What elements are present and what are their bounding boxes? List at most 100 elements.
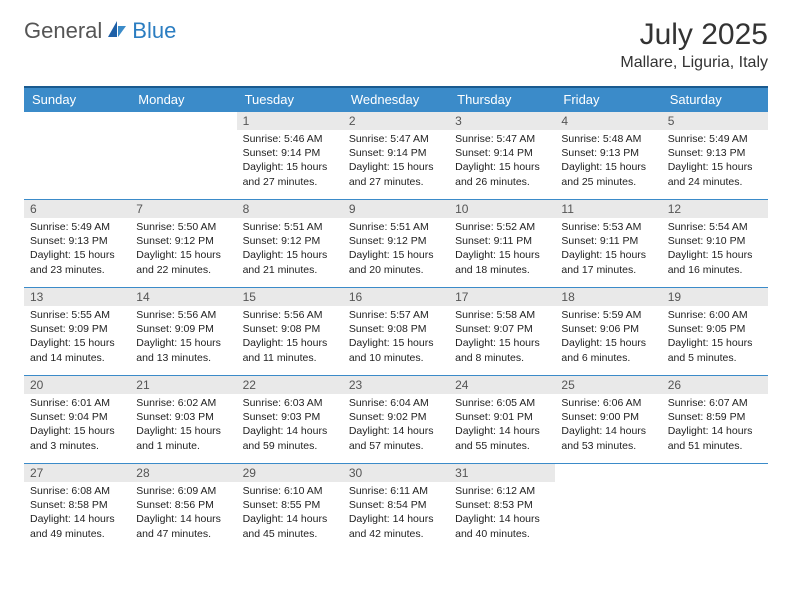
day-number: 5 xyxy=(662,112,768,130)
calendar-cell: 31Sunrise: 6:12 AMSunset: 8:53 PMDayligh… xyxy=(449,464,555,552)
day-number: 15 xyxy=(237,288,343,306)
day-number: 16 xyxy=(343,288,449,306)
day-header: Sunday xyxy=(24,87,130,112)
day-content: Sunrise: 6:07 AMSunset: 8:59 PMDaylight:… xyxy=(662,394,768,457)
calendar-week-row: 1Sunrise: 5:46 AMSunset: 9:14 PMDaylight… xyxy=(24,112,768,200)
calendar-cell: 26Sunrise: 6:07 AMSunset: 8:59 PMDayligh… xyxy=(662,376,768,464)
calendar-week-row: 20Sunrise: 6:01 AMSunset: 9:04 PMDayligh… xyxy=(24,376,768,464)
calendar-cell: 12Sunrise: 5:54 AMSunset: 9:10 PMDayligh… xyxy=(662,200,768,288)
day-content: Sunrise: 5:54 AMSunset: 9:10 PMDaylight:… xyxy=(662,218,768,281)
calendar-cell xyxy=(130,112,236,200)
calendar-cell: 21Sunrise: 6:02 AMSunset: 9:03 PMDayligh… xyxy=(130,376,236,464)
day-content: Sunrise: 6:11 AMSunset: 8:54 PMDaylight:… xyxy=(343,482,449,545)
day-number: 4 xyxy=(555,112,661,130)
calendar-cell: 27Sunrise: 6:08 AMSunset: 8:58 PMDayligh… xyxy=(24,464,130,552)
day-number: 20 xyxy=(24,376,130,394)
calendar-cell: 16Sunrise: 5:57 AMSunset: 9:08 PMDayligh… xyxy=(343,288,449,376)
day-number: 8 xyxy=(237,200,343,218)
calendar-cell: 1Sunrise: 5:46 AMSunset: 9:14 PMDaylight… xyxy=(237,112,343,200)
calendar-cell xyxy=(555,464,661,552)
logo-text-general: General xyxy=(24,18,102,44)
day-header: Friday xyxy=(555,87,661,112)
day-number: 1 xyxy=(237,112,343,130)
day-number: 6 xyxy=(24,200,130,218)
day-content: Sunrise: 5:55 AMSunset: 9:09 PMDaylight:… xyxy=(24,306,130,369)
header: General Blue July 2025 Mallare, Liguria,… xyxy=(24,18,768,72)
logo: General Blue xyxy=(24,18,176,44)
calendar-cell: 7Sunrise: 5:50 AMSunset: 9:12 PMDaylight… xyxy=(130,200,236,288)
day-content: Sunrise: 6:02 AMSunset: 9:03 PMDaylight:… xyxy=(130,394,236,457)
calendar-week-row: 6Sunrise: 5:49 AMSunset: 9:13 PMDaylight… xyxy=(24,200,768,288)
location-text: Mallare, Liguria, Italy xyxy=(620,54,768,72)
day-number: 9 xyxy=(343,200,449,218)
day-content: Sunrise: 6:12 AMSunset: 8:53 PMDaylight:… xyxy=(449,482,555,545)
day-content: Sunrise: 5:46 AMSunset: 9:14 PMDaylight:… xyxy=(237,130,343,193)
day-number: 28 xyxy=(130,464,236,482)
day-content: Sunrise: 5:47 AMSunset: 9:14 PMDaylight:… xyxy=(343,130,449,193)
calendar-cell xyxy=(24,112,130,200)
calendar-cell: 9Sunrise: 5:51 AMSunset: 9:12 PMDaylight… xyxy=(343,200,449,288)
month-title: July 2025 xyxy=(620,18,768,52)
calendar-cell: 4Sunrise: 5:48 AMSunset: 9:13 PMDaylight… xyxy=(555,112,661,200)
day-content: Sunrise: 5:53 AMSunset: 9:11 PMDaylight:… xyxy=(555,218,661,281)
calendar-cell: 22Sunrise: 6:03 AMSunset: 9:03 PMDayligh… xyxy=(237,376,343,464)
day-content: Sunrise: 6:01 AMSunset: 9:04 PMDaylight:… xyxy=(24,394,130,457)
day-number: 14 xyxy=(130,288,236,306)
day-number: 23 xyxy=(343,376,449,394)
day-header: Thursday xyxy=(449,87,555,112)
day-content: Sunrise: 6:08 AMSunset: 8:58 PMDaylight:… xyxy=(24,482,130,545)
calendar-cell: 18Sunrise: 5:59 AMSunset: 9:06 PMDayligh… xyxy=(555,288,661,376)
day-number: 21 xyxy=(130,376,236,394)
calendar-cell: 29Sunrise: 6:10 AMSunset: 8:55 PMDayligh… xyxy=(237,464,343,552)
day-number: 10 xyxy=(449,200,555,218)
calendar-cell: 5Sunrise: 5:49 AMSunset: 9:13 PMDaylight… xyxy=(662,112,768,200)
calendar-cell: 15Sunrise: 5:56 AMSunset: 9:08 PMDayligh… xyxy=(237,288,343,376)
calendar-cell: 24Sunrise: 6:05 AMSunset: 9:01 PMDayligh… xyxy=(449,376,555,464)
day-number: 30 xyxy=(343,464,449,482)
day-content: Sunrise: 5:58 AMSunset: 9:07 PMDaylight:… xyxy=(449,306,555,369)
calendar-cell: 20Sunrise: 6:01 AMSunset: 9:04 PMDayligh… xyxy=(24,376,130,464)
day-number: 29 xyxy=(237,464,343,482)
calendar-cell: 3Sunrise: 5:47 AMSunset: 9:14 PMDaylight… xyxy=(449,112,555,200)
logo-sail-icon xyxy=(106,19,128,44)
logo-text-blue: Blue xyxy=(132,18,176,44)
day-number: 11 xyxy=(555,200,661,218)
calendar-week-row: 27Sunrise: 6:08 AMSunset: 8:58 PMDayligh… xyxy=(24,464,768,552)
day-number: 31 xyxy=(449,464,555,482)
day-number: 3 xyxy=(449,112,555,130)
day-number: 25 xyxy=(555,376,661,394)
calendar-cell: 25Sunrise: 6:06 AMSunset: 9:00 PMDayligh… xyxy=(555,376,661,464)
calendar-head: SundayMondayTuesdayWednesdayThursdayFrid… xyxy=(24,87,768,112)
calendar-cell: 30Sunrise: 6:11 AMSunset: 8:54 PMDayligh… xyxy=(343,464,449,552)
day-content: Sunrise: 6:03 AMSunset: 9:03 PMDaylight:… xyxy=(237,394,343,457)
day-number: 22 xyxy=(237,376,343,394)
day-number: 2 xyxy=(343,112,449,130)
day-content: Sunrise: 6:06 AMSunset: 9:00 PMDaylight:… xyxy=(555,394,661,457)
calendar-cell: 10Sunrise: 5:52 AMSunset: 9:11 PMDayligh… xyxy=(449,200,555,288)
day-content: Sunrise: 5:51 AMSunset: 9:12 PMDaylight:… xyxy=(237,218,343,281)
day-content: Sunrise: 5:48 AMSunset: 9:13 PMDaylight:… xyxy=(555,130,661,193)
day-content: Sunrise: 5:56 AMSunset: 9:08 PMDaylight:… xyxy=(237,306,343,369)
calendar-week-row: 13Sunrise: 5:55 AMSunset: 9:09 PMDayligh… xyxy=(24,288,768,376)
calendar-cell: 28Sunrise: 6:09 AMSunset: 8:56 PMDayligh… xyxy=(130,464,236,552)
title-block: July 2025 Mallare, Liguria, Italy xyxy=(620,18,768,72)
calendar-cell: 13Sunrise: 5:55 AMSunset: 9:09 PMDayligh… xyxy=(24,288,130,376)
calendar-cell: 17Sunrise: 5:58 AMSunset: 9:07 PMDayligh… xyxy=(449,288,555,376)
day-header: Monday xyxy=(130,87,236,112)
day-content: Sunrise: 5:51 AMSunset: 9:12 PMDaylight:… xyxy=(343,218,449,281)
day-content: Sunrise: 5:56 AMSunset: 9:09 PMDaylight:… xyxy=(130,306,236,369)
day-content: Sunrise: 5:52 AMSunset: 9:11 PMDaylight:… xyxy=(449,218,555,281)
day-number: 18 xyxy=(555,288,661,306)
calendar-cell xyxy=(662,464,768,552)
day-number: 12 xyxy=(662,200,768,218)
day-number: 7 xyxy=(130,200,236,218)
calendar-cell: 2Sunrise: 5:47 AMSunset: 9:14 PMDaylight… xyxy=(343,112,449,200)
calendar-cell: 14Sunrise: 5:56 AMSunset: 9:09 PMDayligh… xyxy=(130,288,236,376)
day-header: Tuesday xyxy=(237,87,343,112)
calendar-cell: 6Sunrise: 5:49 AMSunset: 9:13 PMDaylight… xyxy=(24,200,130,288)
day-content: Sunrise: 6:04 AMSunset: 9:02 PMDaylight:… xyxy=(343,394,449,457)
day-content: Sunrise: 5:59 AMSunset: 9:06 PMDaylight:… xyxy=(555,306,661,369)
day-content: Sunrise: 5:50 AMSunset: 9:12 PMDaylight:… xyxy=(130,218,236,281)
day-content: Sunrise: 5:49 AMSunset: 9:13 PMDaylight:… xyxy=(24,218,130,281)
day-number: 26 xyxy=(662,376,768,394)
